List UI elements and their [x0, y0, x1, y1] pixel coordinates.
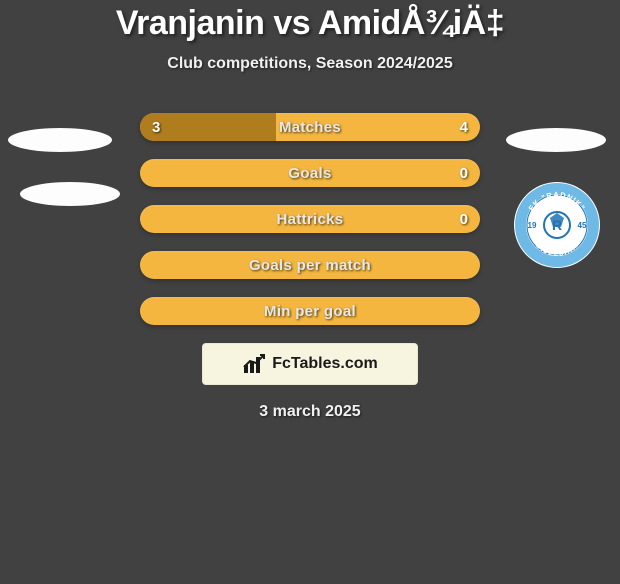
stat-row-label: Hattricks — [140, 205, 480, 233]
right-player-shape-1 — [506, 128, 606, 152]
brand-text: FcTables.com — [272, 355, 378, 373]
left-player-shape-1 — [8, 128, 112, 152]
stat-row-right-value: 4 — [460, 113, 468, 141]
club-badge-svg: FK "RADNIK" BIJELJINA 19 45 R — [514, 182, 600, 268]
stat-row-label: Min per goal — [140, 297, 480, 325]
stat-row: Matches3 4 — [140, 113, 480, 141]
subtitle: Club competitions, Season 2024/2025 — [0, 55, 620, 73]
badge-right-num: 45 — [578, 221, 587, 230]
stat-row-left-value: 3 — [152, 113, 160, 141]
brand-box: FcTables.com — [202, 343, 418, 385]
stat-row: Hattricks0 — [140, 205, 480, 233]
stat-row-label: Goals per match — [140, 251, 480, 279]
stat-row-right-value: 0 — [460, 205, 468, 233]
club-badge: FK "RADNIK" BIJELJINA 19 45 R — [514, 182, 600, 268]
badge-letter: R — [552, 217, 562, 233]
brand-icon — [242, 353, 268, 375]
badge-left-num: 19 — [528, 221, 537, 230]
page-title: Vranjanin vs AmidÅ¾iÄ‡ — [0, 4, 620, 43]
stat-rows: Matches34Goals0Hattricks0Goals per match… — [140, 113, 480, 325]
stat-row: Min per goal — [140, 297, 480, 325]
stat-row-label: Matches — [140, 113, 480, 141]
stat-row-right-value: 0 — [460, 159, 468, 187]
date-text: 3 march 2025 — [0, 403, 620, 421]
stat-row: Goals0 — [140, 159, 480, 187]
stat-row: Goals per match — [140, 251, 480, 279]
left-player-shape-2 — [20, 182, 120, 206]
stat-row-label: Goals — [140, 159, 480, 187]
